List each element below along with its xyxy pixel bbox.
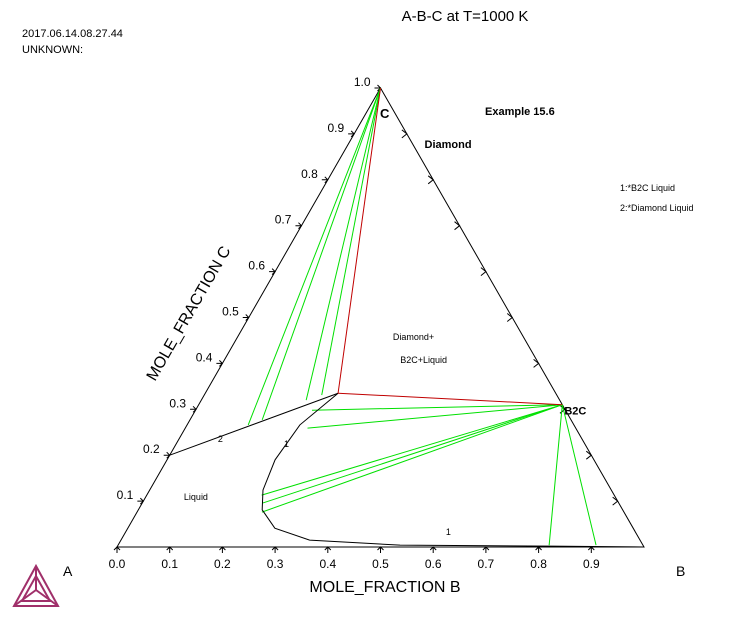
region-label: Diamond+ [393,332,434,342]
x-tick-label: 0.7 [478,557,495,571]
x-tick [166,546,174,553]
y-tick-label: 0.8 [301,167,318,181]
tie-line [262,404,563,504]
legend-entry: 2:*Diamond Liquid [620,203,694,213]
compound-label: B2C [564,406,586,418]
tie-line [561,404,597,546]
y-tick-label: 0.6 [248,259,265,273]
x-tick [219,546,226,553]
y-tick-label: 0.7 [275,213,292,227]
y-tick-label: 0.9 [327,121,344,135]
phase-boundary [338,392,563,406]
vertex-label: B [676,563,685,579]
region-label: 2 [218,434,223,444]
tie-line [307,404,563,429]
logo [12,563,60,607]
y-tick [348,130,355,138]
x-tick [535,546,542,553]
y-tick [321,176,329,184]
x-tick [429,546,437,553]
tie-line [305,87,381,401]
chart-title: A-B-C at T=1000 K [402,8,529,25]
y-tick [137,497,145,505]
user: UNKNOWN: [22,44,83,56]
tie-line [311,404,563,411]
tie-line [261,404,563,496]
right-tick [401,129,408,139]
x-tick [113,546,121,553]
y-tick-label: 0.3 [169,396,186,410]
x-tick [271,546,279,553]
region-label: B2C+Liquid [400,355,447,365]
y-tick [216,360,224,367]
y-tick [190,405,197,413]
y-tick-label: 0.5 [222,305,239,319]
x-tick-label: 0.4 [319,557,336,571]
y-tick [242,314,250,321]
timestamp: 2017.06.14.08.27.44 [22,28,123,40]
right-tick [585,450,593,460]
y-tick-label: 0.4 [196,350,213,364]
x-tick [324,546,332,553]
phase-boundary [337,87,381,394]
tie-line [247,87,381,426]
x-tick-label: 0.0 [109,557,126,571]
right-tick [533,359,540,368]
legend-entry: 1:*B2C Liquid [620,183,675,193]
y-tick-label: 0.1 [117,488,134,502]
y-tick-label: 0.2 [143,442,160,456]
right-tick [480,267,487,276]
tie-line [548,404,563,546]
x-tick-label: 0.8 [530,557,547,571]
right-tick [612,496,619,506]
x-tick-label: 0.1 [161,557,178,571]
annotation: Example 15.6 [485,106,555,118]
phase-curve [261,392,645,548]
x-tick-label: 0.3 [267,557,284,571]
tie-line [261,87,381,421]
x-tick-label: 0.5 [372,557,389,571]
right-tick [427,175,435,185]
right-tick [454,221,461,231]
phase-curve [169,392,339,456]
vertex-label: C [380,106,390,121]
y-tick [295,222,303,230]
region-label: Diamond [425,139,472,151]
vertex-label: A [63,563,73,579]
region-label: Liquid [184,492,208,502]
tie-line [261,404,563,513]
x-tick [482,546,490,553]
x-tick [377,546,384,553]
x-tick-label: 0.6 [425,557,442,571]
x-tick-label: 0.2 [214,557,231,571]
x-axis-label: MOLE_FRACTION B [309,579,460,596]
right-tick [506,313,514,322]
y-tick [269,268,276,275]
y-tick-label: 1.0 [354,75,371,89]
x-tick [587,546,595,553]
region-label: 1 [446,527,451,537]
region-label: 1 [284,439,289,449]
tie-line [321,87,381,396]
x-tick-label: 0.9 [583,557,600,571]
